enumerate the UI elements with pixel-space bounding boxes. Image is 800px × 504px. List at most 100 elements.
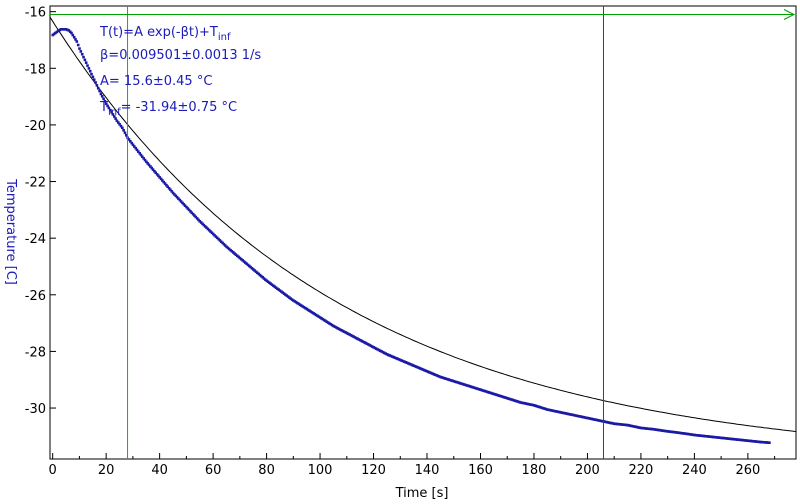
data-point (195, 217, 199, 220)
data-point (713, 435, 716, 439)
data-point (444, 377, 448, 380)
data-point (582, 415, 585, 419)
data-point (174, 194, 178, 198)
data-point (134, 146, 137, 150)
data-point (583, 416, 587, 419)
data-point (637, 426, 640, 429)
data-point (342, 330, 346, 333)
data-point (405, 361, 409, 365)
x-tick-label: 240 (682, 463, 707, 478)
data-point (516, 400, 520, 403)
data-point (113, 115, 116, 118)
x-tick-label: 120 (361, 463, 386, 478)
data-point (404, 361, 407, 364)
data-point (130, 141, 133, 145)
data-point (455, 380, 458, 384)
fit-formula-label: T(t)=A exp(-βt)+Tinf (99, 25, 231, 43)
data-point (550, 409, 553, 412)
data-point (643, 427, 647, 430)
data-point (475, 387, 478, 390)
data-point (215, 236, 219, 240)
data-point (563, 411, 567, 415)
data-point (87, 67, 91, 70)
fit-a-label: A= 15.6±0.45 °C (100, 74, 212, 89)
data-point (502, 395, 505, 399)
data-point (314, 313, 318, 317)
data-point (409, 363, 413, 366)
data-point (146, 162, 149, 165)
x-axis-title: Time [s] (395, 486, 449, 501)
data-point (629, 424, 632, 427)
data-point (560, 411, 564, 414)
data-point (575, 414, 579, 418)
data-point (348, 333, 351, 336)
data-point (80, 52, 84, 56)
x-axis-ticks: 0 20 40 60 80 100 120 140 160 180 200 220 240 260 (49, 453, 776, 478)
data-point (189, 210, 192, 213)
x-tick-label: 200 (575, 463, 600, 478)
data-point (336, 326, 339, 330)
data-point (107, 106, 111, 110)
data-point (92, 78, 96, 81)
data-point (328, 322, 331, 325)
data-point (194, 215, 198, 219)
data-point (715, 436, 719, 439)
data-point (587, 417, 591, 420)
data-point (433, 373, 437, 376)
data-point (157, 174, 160, 178)
data-point (285, 294, 288, 297)
data-point (74, 38, 77, 41)
y-tick-label: -16 (25, 6, 46, 21)
data-point (67, 29, 71, 32)
data-point (332, 324, 335, 328)
data-point (147, 163, 151, 167)
data-point (506, 396, 509, 400)
data-point (79, 50, 83, 53)
data-point (264, 278, 267, 281)
data-point (683, 432, 687, 435)
data-point (578, 415, 581, 418)
data-point (209, 230, 212, 233)
data-point (219, 240, 223, 243)
data-point (714, 436, 718, 439)
data-point (310, 311, 314, 314)
data-point (84, 61, 88, 64)
data-point (102, 97, 105, 101)
data-point (223, 244, 227, 247)
data-point (387, 353, 390, 357)
data-point (762, 441, 766, 444)
data-point (413, 364, 417, 368)
data-point (419, 367, 422, 370)
data-point (155, 173, 159, 176)
data-point (340, 329, 343, 332)
data-point (706, 435, 710, 438)
data-point (520, 401, 524, 405)
data-point (679, 431, 683, 435)
data-point (88, 69, 92, 73)
data-point (294, 300, 298, 304)
data-point (325, 320, 329, 324)
data-point (738, 438, 742, 442)
data-point (535, 404, 538, 408)
data-point (514, 399, 517, 403)
data-point (465, 384, 469, 387)
data-point (723, 437, 727, 440)
data-point (296, 301, 299, 305)
data-point (595, 418, 599, 422)
data-point (78, 47, 81, 50)
data-point (137, 150, 140, 153)
arrow-head-icon (783, 9, 796, 20)
data-point (526, 402, 529, 406)
x-tick-label: 20 (98, 463, 115, 478)
data-point (95, 84, 99, 87)
data-point (437, 375, 441, 378)
data-point (135, 148, 139, 152)
data-point (522, 401, 525, 405)
x-tick-label: 80 (258, 463, 275, 478)
data-point (701, 434, 704, 438)
data-point (768, 441, 771, 444)
data-point (647, 427, 651, 431)
data-point (368, 343, 371, 347)
data-point (187, 208, 191, 212)
data-point (75, 40, 79, 43)
